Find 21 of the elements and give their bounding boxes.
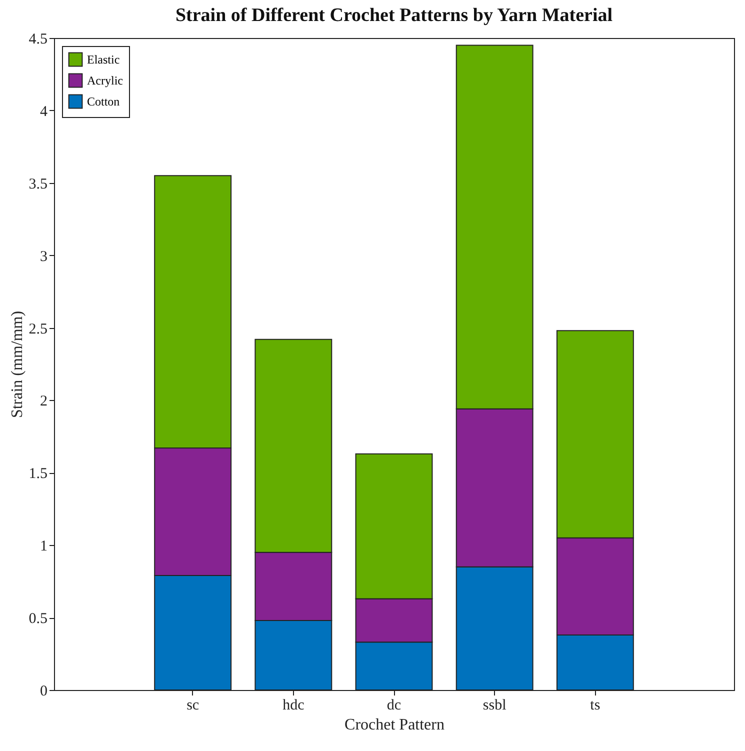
x-tick-label: ssbl [482, 698, 506, 714]
y-tick-label: 3 [40, 248, 48, 265]
chart-title: Strain of Different Crochet Patterns by Yarn Material [175, 5, 613, 26]
y-tick-label: 4 [40, 104, 48, 120]
x-tick-label: hdc [282, 698, 305, 714]
y-tick-label: 2 [40, 394, 48, 410]
y-tick-label: 1 [40, 538, 48, 555]
x-axis-title: Crochet Pattern [344, 716, 444, 734]
legend-label: Elastic [87, 52, 120, 66]
y-tick-label: 0 [40, 684, 48, 700]
legend-label: Acrylic [87, 74, 123, 88]
y-tick-label: 1.5 [28, 466, 48, 482]
y-tick-label: 0.5 [28, 611, 48, 628]
y-tick-label: 4.5 [28, 32, 48, 48]
x-tick-label: sc [186, 698, 200, 714]
y-axis-title: Strain (mm/mm) [8, 310, 26, 418]
legend-label: Cotton [87, 94, 120, 108]
x-tick-label: dc [386, 698, 402, 714]
y-tick-label: 2.5 [28, 321, 48, 338]
y-tick-label: 3.5 [28, 176, 48, 192]
x-tick-label: ts [590, 698, 600, 714]
